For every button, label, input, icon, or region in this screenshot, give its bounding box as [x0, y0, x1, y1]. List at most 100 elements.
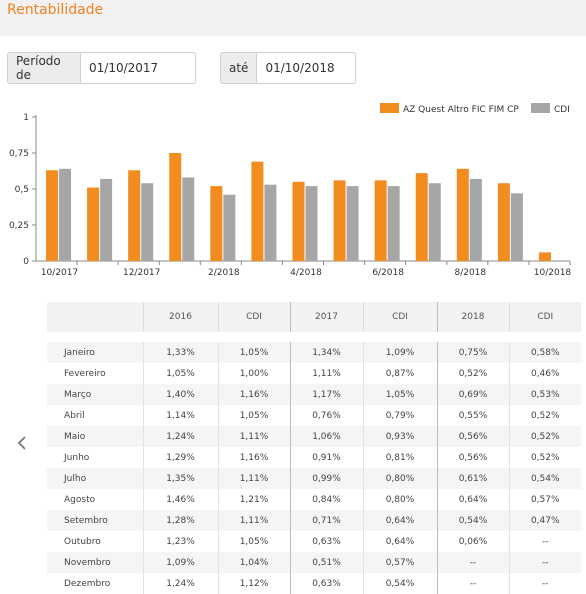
value-cell: 1,11%: [217, 426, 290, 447]
table-row: Fevereiro 1,05% 1,00% 1,11% 0,87% 0,52% 0,46%: [47, 363, 581, 384]
header-col-6: CDI: [508, 302, 581, 332]
fund-bar: [456, 168, 469, 261]
value-cell: 0,64%: [436, 489, 509, 510]
table-row: Outubro 1,23% 1,05% 0,63% 0,64% 0,06% --: [47, 531, 581, 552]
value-cell: 0,47%: [508, 510, 581, 531]
header-month: [47, 302, 143, 332]
table-row: Junho 1,29% 1,16% 0,91% 0,81% 0,56% 0,52%: [47, 447, 581, 468]
value-cell: 1,11%: [217, 510, 290, 531]
value-cell: 0,46%: [508, 363, 581, 384]
x-tick-label: 12/2017: [123, 268, 160, 278]
value-cell: 1,09%: [362, 342, 437, 363]
header-col-2: CDI: [217, 302, 290, 332]
header-col-3: 2017: [289, 302, 363, 332]
value-cell: 0,56%: [436, 447, 509, 468]
month-cell: Março: [47, 384, 143, 405]
cdi-bar: [305, 186, 318, 261]
cdi-bar: [387, 186, 400, 261]
period-from-input[interactable]: [81, 53, 195, 83]
value-cell: 1,33%: [142, 342, 218, 363]
value-cell: 0,76%: [289, 405, 363, 426]
value-cell: 0,54%: [508, 468, 581, 489]
x-tick-label: 8/2018: [454, 268, 486, 278]
header-col-5: 2018: [436, 302, 509, 332]
value-cell: 0,56%: [436, 426, 509, 447]
value-cell: 1,06%: [289, 426, 363, 447]
value-cell: 1,00%: [217, 363, 290, 384]
value-cell: 1,09%: [142, 552, 218, 573]
period-to-input[interactable]: [257, 53, 355, 83]
cdi-bar: [264, 184, 277, 261]
month-cell: Outubro: [47, 531, 143, 552]
cdi-bar: [223, 194, 236, 261]
value-cell: --: [508, 531, 581, 552]
value-cell: 0,71%: [289, 510, 363, 531]
value-cell: 0,61%: [436, 468, 509, 489]
value-cell: 1,05%: [217, 531, 290, 552]
legend-cdi-swatch: [531, 103, 550, 113]
x-tick-label: 10/2018: [534, 268, 572, 278]
month-cell: Fevereiro: [47, 363, 143, 384]
value-cell: 1,24%: [142, 426, 218, 447]
value-cell: 0,52%: [508, 426, 581, 447]
fund-bar: [46, 170, 59, 261]
table-header-row: 2016 CDI 2017 CDI 2018 CDI: [47, 302, 581, 332]
cdi-bar: [469, 178, 482, 261]
value-cell: 0,57%: [508, 489, 581, 510]
value-cell: 1,16%: [217, 447, 290, 468]
x-tick-label: 10/2017: [41, 268, 78, 278]
cdi-bar: [100, 178, 113, 261]
value-cell: 1,21%: [217, 489, 290, 510]
value-cell: --: [508, 573, 581, 594]
legend-fund-label: AZ Quest Altro FIC FIM CP: [403, 105, 519, 115]
returns-table: 2016 CDI 2017 CDI 2018 CDI Janeiro 1,33% 1,05% 1…: [47, 302, 581, 594]
value-cell: 0,75%: [436, 342, 509, 363]
header-bar: Rentabilidade: [0, 0, 586, 36]
y-tick-label: 0,5: [15, 185, 29, 195]
value-cell: 1,11%: [217, 468, 290, 489]
value-cell: 1,23%: [142, 531, 218, 552]
value-cell: 0,93%: [362, 426, 437, 447]
value-cell: 1,05%: [362, 384, 437, 405]
table-row: Janeiro 1,33% 1,05% 1,34% 1,09% 0,75% 0,58%: [47, 342, 581, 363]
value-cell: 0,69%: [436, 384, 509, 405]
value-cell: 1,35%: [142, 468, 218, 489]
fund-bar: [374, 180, 387, 261]
value-cell: 1,28%: [142, 510, 218, 531]
table-row: Maio 1,24% 1,11% 1,06% 0,93% 0,56% 0,52%: [47, 426, 581, 447]
value-cell: 1,11%: [289, 363, 363, 384]
value-cell: 0,54%: [362, 573, 437, 594]
cdi-bar: [428, 183, 441, 261]
value-cell: 0,81%: [362, 447, 437, 468]
value-cell: 1,05%: [142, 363, 218, 384]
fund-bar: [87, 187, 100, 261]
value-cell: 0,80%: [362, 468, 437, 489]
table-spacer: [47, 332, 581, 342]
month-cell: Junho: [47, 447, 143, 468]
month-cell: Abril: [47, 405, 143, 426]
prev-arrow-button[interactable]: [14, 434, 30, 452]
month-cell: Novembro: [47, 552, 143, 573]
fund-bar: [497, 183, 510, 261]
y-tick-label: 0,25: [9, 221, 29, 231]
value-cell: 0,87%: [362, 363, 437, 384]
cdi-bar: [141, 183, 154, 261]
x-tick-label: 4/2018: [290, 268, 322, 278]
page-title: Rentabilidade: [7, 2, 104, 18]
cdi-bar: [182, 177, 195, 261]
value-cell: 1,05%: [217, 405, 290, 426]
value-cell: 0,80%: [362, 489, 437, 510]
value-cell: --: [436, 552, 509, 573]
table-row: Setembro 1,28% 1,11% 0,71% 0,64% 0,54% 0,47%: [47, 510, 581, 531]
value-cell: 0,64%: [362, 531, 437, 552]
fund-bar: [128, 170, 141, 261]
value-cell: 1,34%: [289, 342, 363, 363]
y-tick-label: 0,75: [9, 149, 29, 159]
month-cell: Julho: [47, 468, 143, 489]
value-cell: 0,84%: [289, 489, 363, 510]
value-cell: 0,52%: [436, 363, 509, 384]
x-tick-label: 6/2018: [372, 268, 404, 278]
month-cell: Dezembro: [47, 573, 143, 594]
y-tick-label: 0: [23, 257, 29, 267]
value-cell: 1,12%: [217, 573, 290, 594]
